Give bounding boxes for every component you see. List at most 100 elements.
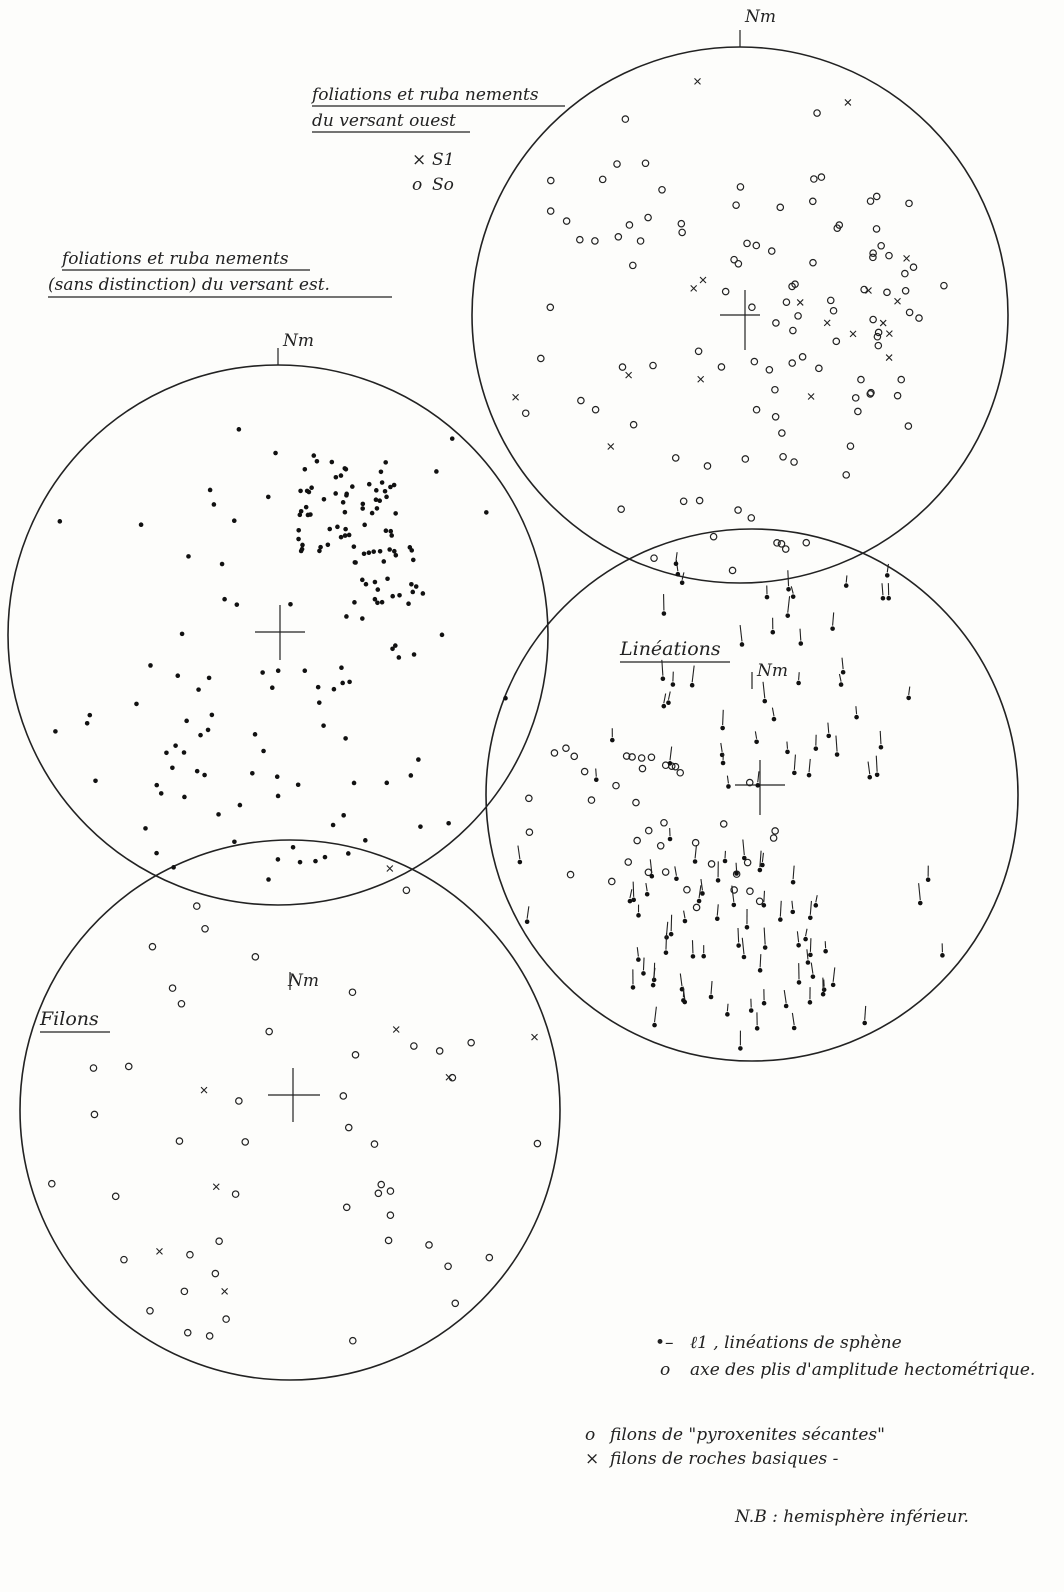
plot-symbol (783, 989, 787, 1004)
plot-symbol (338, 473, 344, 478)
plot-symbol (222, 596, 227, 602)
plot-symbol (170, 765, 175, 771)
plot-symbol (537, 354, 545, 363)
plot-symbol (366, 550, 372, 555)
plot-symbol (835, 735, 838, 752)
plot-symbol (546, 303, 555, 312)
plot-symbol (633, 836, 641, 845)
plot-symbol (211, 1269, 220, 1278)
plot-symbol (485, 1253, 494, 1262)
plot-symbol (823, 948, 828, 954)
plot-symbol (701, 953, 706, 959)
plot-symbol (446, 820, 451, 826)
plot-symbol (353, 560, 358, 565)
plot-symbol (297, 859, 303, 865)
plot-symbol (374, 488, 379, 493)
plot-symbol (275, 668, 281, 673)
plot-symbol (809, 900, 813, 915)
plot-symbol (265, 494, 271, 500)
plot-symbol (915, 314, 923, 322)
plot-symbol (383, 528, 389, 533)
plot-symbol (675, 571, 681, 577)
plot-symbol (391, 482, 397, 488)
plot-symbol (351, 780, 357, 786)
plot-symbol (154, 850, 159, 856)
plot-symbol (734, 259, 743, 268)
plot-symbol (196, 687, 201, 692)
plot-symbol (339, 665, 344, 670)
plot-symbol (517, 859, 523, 865)
plot-symbol (726, 1003, 729, 1012)
plot-symbol (726, 784, 731, 789)
plot-symbol (763, 890, 766, 903)
plot-symbol (778, 917, 783, 922)
plot-symbol (743, 239, 751, 248)
plot-symbol (737, 927, 740, 943)
plot-symbol (329, 459, 335, 465)
plot-symbol (625, 221, 634, 229)
plot-symbol (484, 510, 489, 515)
plot-symbol (826, 296, 835, 305)
plot-symbol (798, 641, 804, 646)
plot-symbol (632, 798, 640, 807)
plot-symbol (309, 485, 314, 490)
plot-symbol (690, 954, 696, 959)
plot-symbol (409, 582, 414, 587)
legend-symbol: o (585, 1425, 595, 1445)
plot-symbol (393, 643, 398, 648)
plot-symbol (652, 1022, 657, 1028)
plot-symbol (252, 732, 258, 737)
plot-symbol (377, 548, 383, 554)
plot-symbol (761, 852, 764, 863)
plot-symbol (186, 1250, 194, 1259)
plot-symbol (345, 851, 351, 856)
plot-symbol (360, 577, 365, 583)
plot-symbol (124, 1062, 133, 1071)
plot-symbol (296, 528, 302, 533)
plot-symbol (679, 580, 685, 585)
plot-symbol (562, 744, 570, 752)
plot-symbol (610, 737, 615, 743)
plot-symbol (629, 889, 633, 899)
plot-symbol (375, 587, 381, 592)
plot-symbol (667, 691, 671, 700)
plot-symbol (677, 219, 686, 228)
plot-symbol (641, 159, 650, 168)
legend-symbol: × (412, 150, 426, 170)
plot-symbol (146, 1306, 154, 1315)
plot-symbol (708, 994, 714, 1000)
plot-symbol (439, 632, 445, 638)
plot-symbol (854, 714, 859, 720)
plot-symbol (771, 707, 775, 717)
plot-symbol (260, 670, 265, 675)
plot-symbol (370, 1140, 379, 1148)
plot-symbol (350, 484, 355, 489)
plot-symbol (699, 276, 707, 284)
plot-symbol (752, 405, 761, 414)
title: (sans distinction) du versant est. (48, 275, 330, 295)
plot-symbol (392, 1026, 400, 1033)
plot-symbol (644, 826, 653, 835)
plot-symbol (406, 601, 411, 606)
stereonet-circle (485, 528, 1019, 1062)
plot-symbol (782, 298, 791, 306)
plot-symbol (791, 900, 794, 909)
plot-symbol (265, 1027, 273, 1036)
plot-symbol (849, 330, 857, 338)
plot-symbol (546, 176, 555, 185)
plot-symbol (614, 233, 623, 241)
plot-symbol (681, 572, 685, 580)
plot-symbol (636, 957, 641, 962)
plot-symbol (333, 474, 339, 480)
plot-symbol (734, 506, 742, 514)
plot-symbol (682, 918, 688, 924)
plot-symbol (351, 544, 357, 549)
plot-symbol (344, 491, 349, 497)
plot-symbol (813, 109, 821, 117)
plot-symbol (940, 281, 948, 290)
plot-symbol (823, 319, 831, 327)
plot-symbol (393, 511, 398, 516)
plot-symbol (526, 906, 530, 919)
title: foliations et ruba nements (310, 85, 539, 105)
plot-symbol (810, 175, 818, 183)
